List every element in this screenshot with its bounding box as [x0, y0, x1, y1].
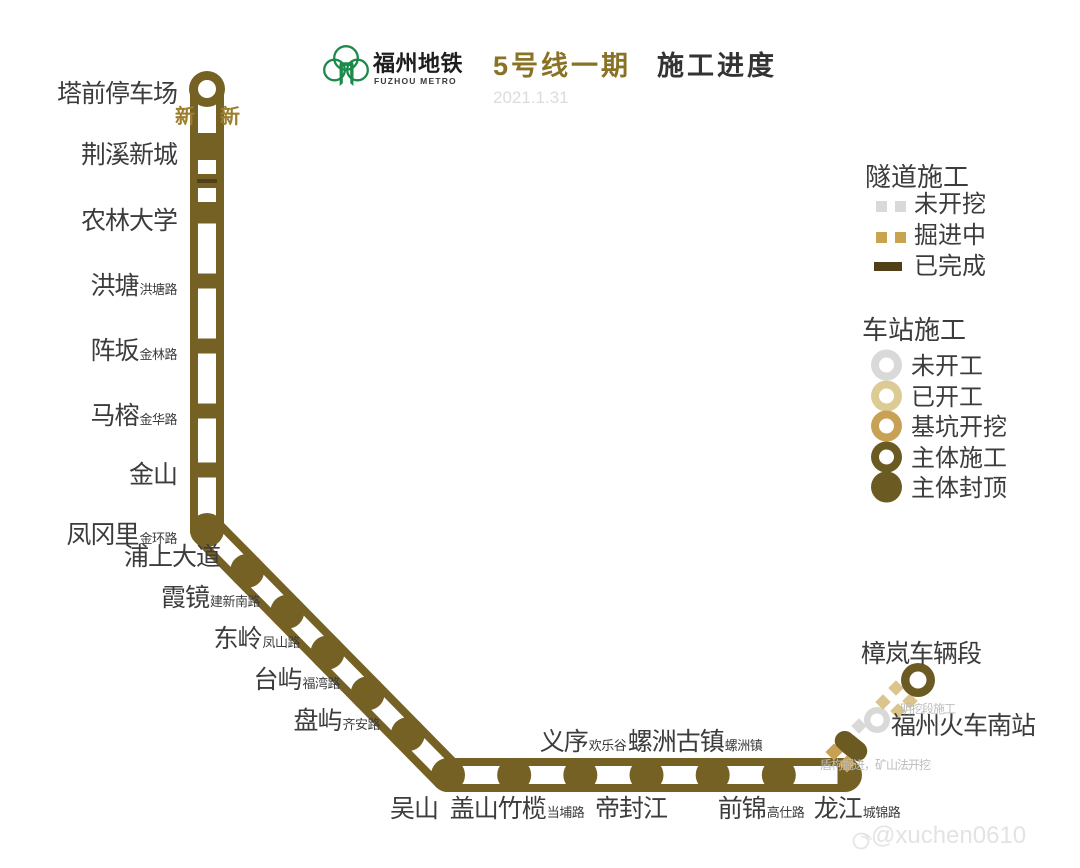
svg-text:车站施工: 车站施工: [862, 315, 966, 345]
svg-text:基坑开挖: 基坑开挖: [911, 414, 1007, 441]
svg-text:未开工: 未开工: [911, 353, 983, 380]
svg-text:主体封顶: 主体封顶: [911, 475, 1007, 502]
svg-text:掘进中: 掘进中: [914, 222, 986, 249]
svg-text:隧道施工: 隧道施工: [865, 162, 969, 192]
svg-text:已完成: 已完成: [914, 253, 986, 280]
svg-text:未开挖: 未开挖: [914, 191, 986, 218]
svg-text:已开工: 已开工: [911, 384, 983, 411]
svg-text:主体施工: 主体施工: [911, 445, 1007, 472]
